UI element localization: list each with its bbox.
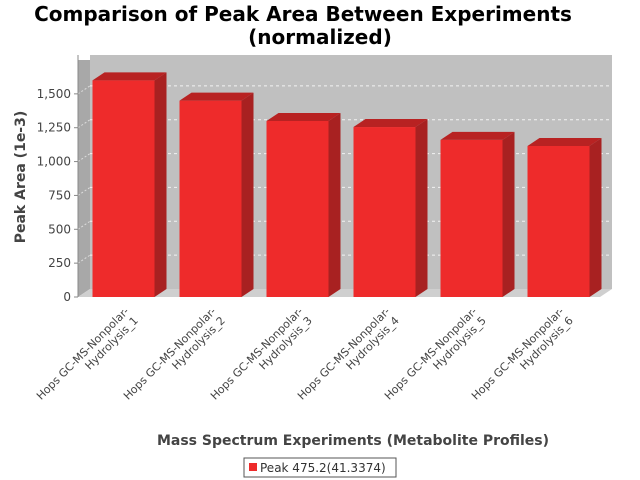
- plot-back-wall: [90, 55, 612, 289]
- legend-swatch: [249, 463, 257, 471]
- y-tick-label: 750: [48, 188, 71, 202]
- bar-side: [415, 119, 428, 297]
- bar: [266, 112, 341, 297]
- gridline-side: [77, 254, 91, 264]
- chart-title-line-1: Comparison of Peak Area Between Experime…: [34, 2, 572, 26]
- bar: [92, 72, 167, 297]
- bar-front: [92, 80, 155, 297]
- legend-frame: [243, 457, 397, 478]
- bar: [353, 119, 428, 297]
- y-tick-label: 1,000: [37, 155, 71, 169]
- bar-top: [353, 119, 428, 128]
- bar-side: [241, 92, 254, 297]
- y-tick-label: 250: [48, 256, 71, 270]
- bar-front: [179, 100, 242, 297]
- bar-top: [92, 72, 167, 81]
- gridlines: [77, 85, 612, 264]
- legend-label: Peak 475.2(41.3374): [260, 461, 386, 475]
- gridline-side: [77, 187, 91, 196]
- bar-top: [440, 131, 515, 140]
- y-tick-label: 1,250: [37, 121, 71, 135]
- gridline-side: [77, 119, 91, 129]
- gridline-side: [77, 85, 91, 95]
- bar: [440, 131, 515, 297]
- x-category-label-line: Hops GC-MS-Nonpolar-: [34, 305, 132, 403]
- bar-front: [527, 145, 590, 297]
- bar-side: [154, 72, 167, 297]
- plot-left-wall: [78, 60, 90, 297]
- bar-side: [328, 112, 341, 297]
- bar-front: [266, 120, 329, 297]
- gridline-side: [77, 153, 91, 162]
- y-tick-label: 1,500: [37, 87, 71, 101]
- bars: [92, 72, 602, 297]
- bar-front: [353, 127, 416, 297]
- y-tick-label: 500: [48, 222, 71, 236]
- bar: [527, 137, 602, 297]
- bar-top: [266, 112, 341, 121]
- bar-front: [440, 139, 503, 297]
- legend: Peak 475.2(41.3374): [243, 457, 397, 478]
- bar-top: [179, 92, 254, 101]
- bar-side: [502, 131, 515, 297]
- gridline-side: [77, 220, 91, 230]
- bar-top: [527, 137, 602, 146]
- bar: [179, 92, 254, 297]
- y-axis: 0 250 500 750 1,000 1,250 1,500: [37, 55, 79, 304]
- bar-side: [589, 137, 602, 297]
- y-tick-label: 0: [63, 290, 71, 304]
- y-axis-title: Peak Area (1e-3): [13, 111, 29, 244]
- chart-title-line-2: (normalized): [248, 25, 392, 49]
- x-axis-title: Mass Spectrum Experiments (Metabolite Pr…: [157, 433, 549, 449]
